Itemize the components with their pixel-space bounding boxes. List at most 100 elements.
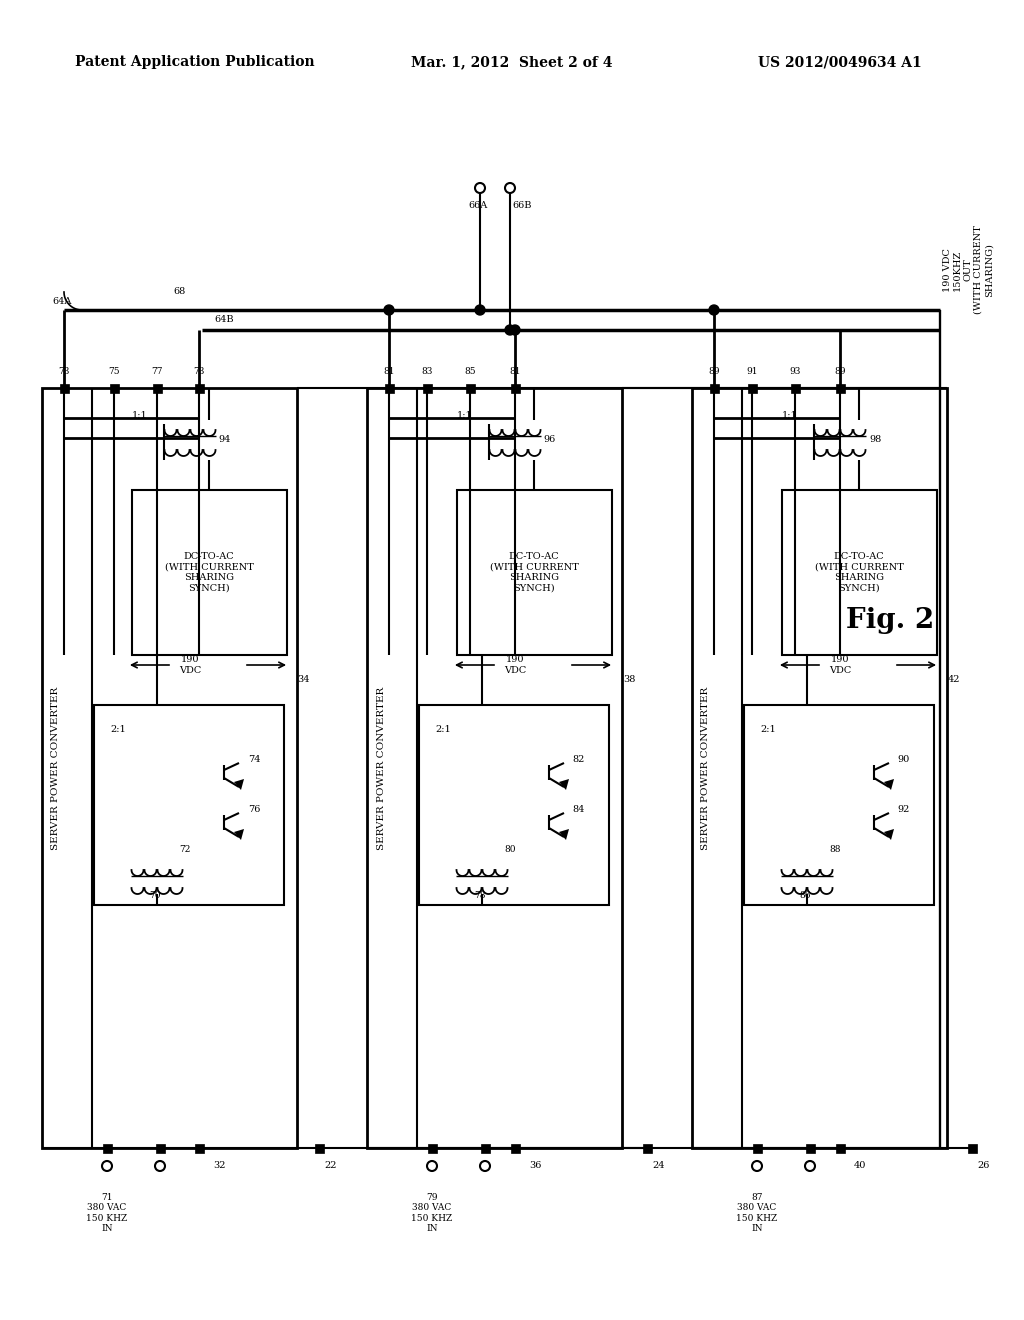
Bar (42, 388, 297, 1148)
Text: 36: 36 (528, 1162, 542, 1171)
Text: 77: 77 (152, 367, 163, 376)
Text: 86: 86 (800, 891, 811, 899)
Bar (480, 1143, 489, 1152)
Text: Mar. 1, 2012  Sheet 2 of 4: Mar. 1, 2012 Sheet 2 of 4 (412, 55, 612, 69)
Bar (132, 490, 287, 655)
Text: Fig. 2: Fig. 2 (846, 606, 934, 634)
Text: 22: 22 (325, 1162, 337, 1171)
Text: 34: 34 (298, 676, 310, 685)
Bar (419, 705, 609, 906)
Text: 190 VDC
150KHZ
OUT
(WITH CURRENT
SHARING): 190 VDC 150KHZ OUT (WITH CURRENT SHARING… (943, 226, 993, 314)
Text: 81: 81 (383, 367, 394, 376)
Bar (836, 384, 845, 392)
Bar (748, 384, 757, 392)
Text: 2:1: 2:1 (110, 726, 126, 734)
Bar (511, 1143, 519, 1152)
Bar (195, 1143, 204, 1152)
Bar (153, 384, 162, 392)
Text: 94: 94 (219, 436, 231, 445)
Polygon shape (234, 829, 244, 840)
Bar (782, 490, 937, 655)
Bar (806, 1143, 814, 1152)
Bar (744, 705, 934, 906)
Bar (836, 1143, 845, 1152)
Text: DC-TO-AC
(WITH CURRENT
SHARING
SYNCH): DC-TO-AC (WITH CURRENT SHARING SYNCH) (165, 552, 253, 593)
Text: 73: 73 (58, 367, 70, 376)
Text: 40: 40 (854, 1162, 866, 1171)
Bar (94, 705, 284, 906)
Text: 42: 42 (948, 676, 961, 685)
Text: 79
380 VAC
150 KHZ
IN: 79 380 VAC 150 KHZ IN (412, 1193, 453, 1233)
Bar (692, 388, 947, 1148)
Text: 92: 92 (898, 805, 910, 814)
Text: DC-TO-AC
(WITH CURRENT
SHARING
SYNCH): DC-TO-AC (WITH CURRENT SHARING SYNCH) (814, 552, 903, 593)
Text: 72: 72 (179, 846, 190, 854)
Text: 32: 32 (214, 1162, 226, 1171)
Text: 76: 76 (248, 805, 260, 814)
Text: 38: 38 (623, 676, 635, 685)
Bar (314, 1143, 324, 1152)
Bar (367, 388, 622, 1148)
Bar (457, 490, 612, 655)
Text: 26: 26 (978, 1162, 990, 1171)
Circle shape (475, 305, 485, 315)
Bar (511, 384, 519, 392)
Text: 2:1: 2:1 (435, 726, 451, 734)
Text: 80: 80 (504, 846, 516, 854)
Text: 1:1: 1:1 (782, 411, 798, 420)
Text: SERVER POWER CONVERTER: SERVER POWER CONVERTER (377, 686, 385, 850)
Bar (710, 384, 719, 392)
Text: 93: 93 (790, 367, 801, 376)
Text: 66A: 66A (468, 202, 487, 210)
Bar (427, 1143, 436, 1152)
Bar (642, 1143, 651, 1152)
Text: 91: 91 (746, 367, 758, 376)
Bar (466, 384, 474, 392)
Polygon shape (884, 829, 894, 840)
Text: 78: 78 (474, 891, 485, 899)
Bar (384, 384, 393, 392)
Text: 1:1: 1:1 (132, 411, 147, 420)
Text: 190
VDC: 190 VDC (828, 655, 851, 675)
Bar (753, 1143, 762, 1152)
Circle shape (505, 325, 515, 335)
Text: 73: 73 (194, 367, 205, 376)
Text: 88: 88 (829, 846, 841, 854)
Text: 96: 96 (544, 436, 556, 445)
Circle shape (510, 325, 520, 335)
Text: 74: 74 (248, 755, 260, 764)
Text: 64B: 64B (214, 315, 233, 325)
Text: 89: 89 (709, 367, 720, 376)
Text: 90: 90 (898, 755, 910, 764)
Polygon shape (234, 779, 244, 789)
Text: 190
VDC: 190 VDC (179, 655, 201, 675)
Text: 83: 83 (421, 367, 433, 376)
Polygon shape (559, 829, 569, 840)
Text: 64A: 64A (52, 297, 72, 306)
Bar (791, 384, 800, 392)
Text: 2:1: 2:1 (760, 726, 776, 734)
Text: 85: 85 (464, 367, 476, 376)
Polygon shape (884, 779, 894, 789)
Text: 82: 82 (572, 755, 585, 764)
Text: US 2012/0049634 A1: US 2012/0049634 A1 (758, 55, 922, 69)
Text: 71
380 VAC
150 KHZ
IN: 71 380 VAC 150 KHZ IN (86, 1193, 128, 1233)
Circle shape (384, 305, 394, 315)
Bar (968, 1143, 977, 1152)
Text: 70: 70 (150, 891, 161, 899)
Bar (156, 1143, 165, 1152)
Polygon shape (559, 779, 569, 789)
Text: 68: 68 (174, 288, 186, 297)
Text: SERVER POWER CONVERTER: SERVER POWER CONVERTER (51, 686, 60, 850)
Text: 1:1: 1:1 (457, 411, 473, 420)
Text: 24: 24 (652, 1162, 666, 1171)
Text: 89: 89 (835, 367, 846, 376)
Text: Patent Application Publication: Patent Application Publication (75, 55, 314, 69)
Text: DC-TO-AC
(WITH CURRENT
SHARING
SYNCH): DC-TO-AC (WITH CURRENT SHARING SYNCH) (489, 552, 579, 593)
Text: 66B: 66B (512, 202, 531, 210)
Text: 81: 81 (509, 367, 521, 376)
Text: 75: 75 (109, 367, 120, 376)
Text: 98: 98 (869, 436, 881, 445)
Text: 190
VDC: 190 VDC (504, 655, 526, 675)
Text: 87
380 VAC
150 KHZ
IN: 87 380 VAC 150 KHZ IN (736, 1193, 777, 1233)
